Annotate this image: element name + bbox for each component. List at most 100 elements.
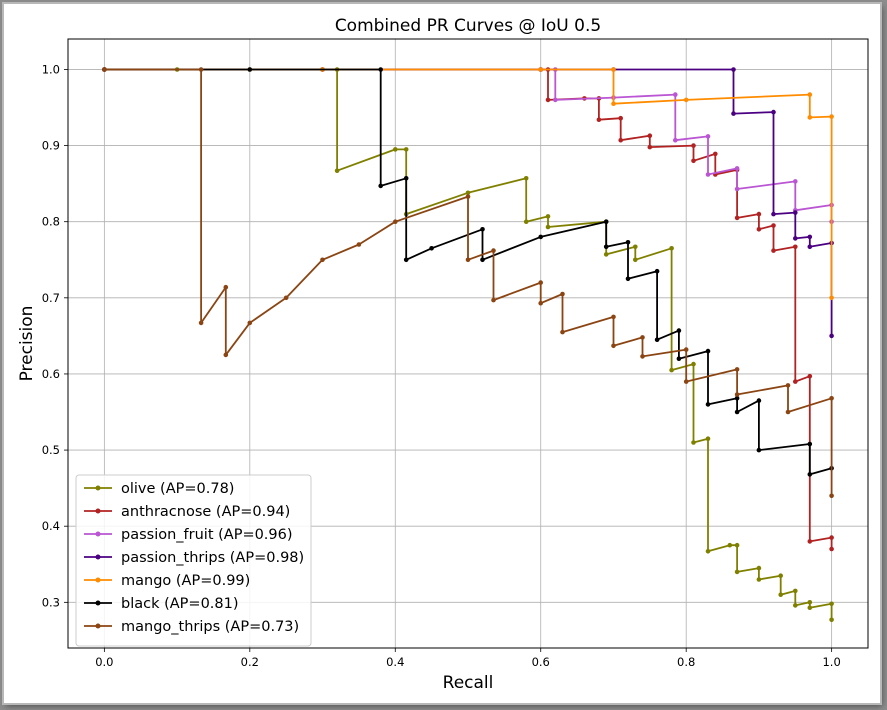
data-point	[669, 367, 674, 373]
data-point	[545, 214, 551, 219]
data-point	[669, 246, 674, 251]
data-point	[640, 354, 645, 359]
data-point	[198, 320, 204, 326]
x-tick-label: 0.0	[95, 655, 113, 669]
data-point	[807, 115, 813, 120]
data-point	[829, 114, 834, 119]
legend-item: mango_thrips (AP=0.73)	[84, 619, 299, 635]
data-point	[334, 168, 340, 173]
series-line	[104, 68, 833, 496]
legend-marker	[95, 623, 101, 629]
series-5	[102, 67, 834, 477]
data-point	[807, 600, 813, 605]
data-point	[553, 97, 558, 103]
plot-area	[67, 38, 869, 649]
series-line	[104, 68, 832, 476]
data-point	[756, 227, 762, 232]
data-point	[756, 211, 762, 217]
data-point	[538, 234, 543, 240]
legend-marker	[95, 485, 101, 491]
legend-label: black (AP=0.81)	[121, 596, 239, 612]
data-point	[734, 542, 740, 548]
data-point	[647, 133, 653, 138]
data-point	[829, 295, 834, 301]
legend-item: passion_fruit (AP=0.96)	[84, 527, 293, 543]
legend-marker	[95, 531, 101, 537]
data-point	[793, 379, 798, 384]
data-point	[691, 158, 696, 164]
data-point	[829, 617, 834, 623]
data-point	[734, 166, 740, 171]
data-point	[625, 276, 631, 282]
data-point	[734, 215, 740, 221]
data-point	[793, 179, 798, 184]
data-point	[538, 280, 543, 285]
data-point	[673, 137, 678, 143]
data-point	[705, 402, 711, 407]
data-point	[102, 67, 107, 72]
y-tick-label: 0.8	[42, 215, 60, 229]
data-point	[807, 472, 813, 477]
data-point	[633, 244, 638, 250]
data-point	[633, 257, 638, 263]
data-point	[705, 549, 711, 554]
legend-label: mango (AP=0.99)	[121, 573, 250, 589]
data-point	[198, 67, 204, 72]
data-point	[807, 441, 813, 447]
legend-label: passion_thrips (AP=0.98)	[121, 550, 304, 566]
data-point	[785, 409, 791, 415]
chart-title: Combined PR Curves @ IoU 0.5	[335, 16, 601, 36]
data-point	[647, 144, 653, 150]
data-point	[807, 605, 813, 610]
legend-label: mango_thrips (AP=0.73)	[121, 619, 299, 635]
data-point	[676, 328, 682, 333]
data-point	[793, 588, 798, 594]
data-point	[713, 151, 718, 157]
legend-marker	[95, 600, 101, 606]
data-point	[793, 210, 798, 215]
data-point	[596, 117, 602, 122]
data-point	[378, 67, 384, 72]
data-point	[320, 257, 325, 263]
data-point	[538, 67, 543, 72]
data-point	[603, 244, 609, 250]
legend: olive (AP=0.78) anthracnose (AP=0.94) pass…	[75, 474, 312, 647]
data-point	[829, 396, 834, 401]
legend-label: anthracnose (AP=0.94)	[121, 504, 290, 520]
data-point	[683, 97, 689, 103]
data-point	[429, 246, 434, 251]
data-point	[403, 147, 409, 152]
legend-label: passion_fruit (AP=0.96)	[121, 527, 293, 543]
data-point	[807, 234, 813, 240]
data-point	[611, 67, 616, 72]
data-point	[793, 236, 798, 241]
data-point	[523, 176, 529, 181]
y-tick-label: 0.4	[42, 519, 60, 533]
x-tick-label: 1.0	[822, 655, 840, 669]
data-point	[756, 398, 762, 403]
data-point	[829, 535, 834, 540]
series-line	[104, 68, 833, 298]
data-point	[640, 335, 645, 340]
data-point	[734, 396, 740, 401]
data-point	[356, 242, 362, 247]
data-point	[611, 101, 616, 106]
data-point	[538, 300, 543, 306]
data-point	[603, 252, 609, 257]
data-point	[734, 409, 740, 415]
x-tick-label: 0.2	[241, 655, 259, 669]
data-point	[393, 219, 398, 224]
data-point	[491, 297, 496, 303]
data-point	[731, 111, 736, 116]
data-point	[705, 172, 711, 177]
legend-item: black (AP=0.81)	[84, 596, 239, 612]
data-point	[603, 219, 609, 224]
data-point	[618, 137, 623, 143]
data-point	[793, 603, 798, 608]
data-point	[403, 257, 409, 263]
data-point	[756, 577, 762, 582]
data-point	[807, 373, 813, 379]
data-point	[523, 219, 529, 224]
legend-marker	[95, 577, 101, 583]
data-point	[734, 392, 740, 397]
